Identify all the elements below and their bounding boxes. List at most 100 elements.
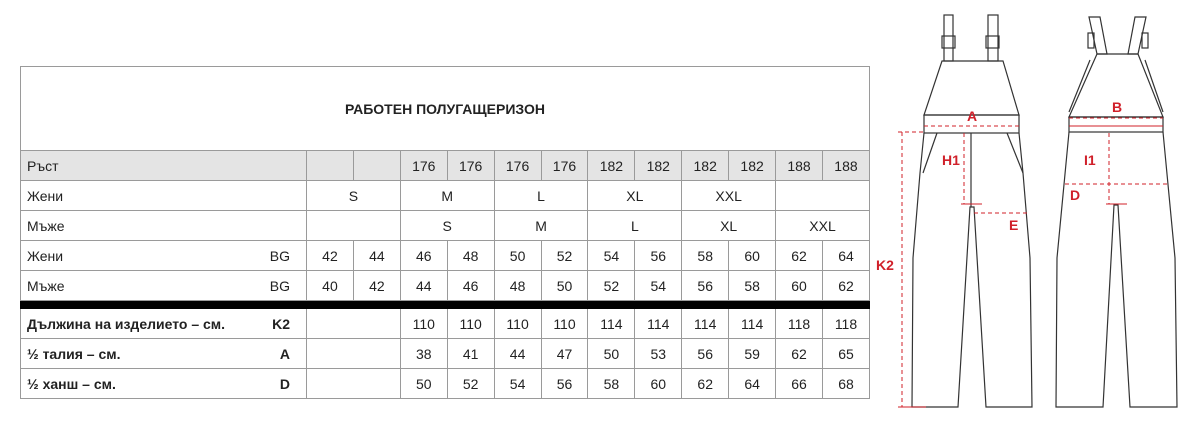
front-view [911, 14, 1033, 408]
table-cell: 56 [634, 240, 683, 271]
table-cell: 48 [446, 240, 495, 271]
table-cell: 53 [634, 338, 683, 369]
overalls-diagram: A H1 E K2 B I1 D [876, 14, 1178, 408]
table-cell: 56 [681, 338, 730, 369]
table-cell: 65 [821, 338, 871, 369]
table-cell: L [493, 180, 589, 211]
row-label: ½ ханш – см. D [20, 368, 307, 399]
row-label: Жени BG [20, 240, 307, 271]
table-row: Мъже BG 40 42 44 46 48 50 52 54 56 58 60 62 [20, 270, 871, 301]
table-cell: 40 [306, 270, 354, 301]
row-label-text: ½ ханш – см. [27, 375, 116, 392]
table-cell [399, 300, 448, 309]
table-cell [775, 300, 823, 309]
front-measurements [898, 125, 1027, 408]
table-row: ½ ханш – см. D 50 52 54 56 58 60 62 64 66 68 [20, 368, 871, 399]
row-label-text: Мъже [27, 277, 65, 294]
table-cell: 110 [493, 308, 542, 339]
row-label: Дължина на изделието – см. K2 [20, 308, 307, 339]
table-cell: 114 [728, 308, 777, 339]
table-cell: 59 [728, 338, 777, 369]
row-label: Жени [20, 180, 307, 211]
table-cell: XXL [681, 180, 777, 211]
table-cell: 44 [399, 270, 448, 301]
table-cell: 176 [399, 150, 448, 181]
table-cell: 114 [634, 308, 683, 339]
table-row: Дължина на изделието – см. K2 110 110 110 110… [20, 308, 871, 339]
table-cell: 47 [540, 338, 589, 369]
table-cell [775, 180, 870, 211]
table-cell [306, 338, 401, 369]
strap-left [943, 14, 954, 62]
table-cell: 50 [493, 240, 542, 271]
label-a: A [967, 108, 977, 124]
table-cell [728, 300, 777, 309]
table-cell: XL [681, 210, 777, 241]
table-cell: 62 [775, 338, 823, 369]
row-label: ½ талия – см. A [20, 338, 307, 369]
table-cell [306, 368, 401, 399]
table-cell: 176 [493, 150, 542, 181]
table-cell: 182 [681, 150, 730, 181]
label-h1: H1 [942, 152, 960, 168]
chart-title: РАБОТЕН ПОЛУГАЩЕРИЗОН [20, 66, 870, 151]
table-cell: 188 [775, 150, 823, 181]
row-label-text: ½ талия – см. [27, 345, 121, 362]
label-i1: I1 [1084, 152, 1096, 168]
row-code: BG [269, 278, 290, 294]
table-cell: 176 [446, 150, 495, 181]
table-row: ½ талия – см. A 38 41 44 47 50 53 56 59 62 65 [20, 338, 871, 369]
row-label-text: Жени [27, 247, 64, 264]
table-cell: 62 [681, 368, 730, 399]
table-cell: 38 [399, 338, 448, 369]
table-cell: 46 [446, 270, 495, 301]
table-cell: 64 [821, 240, 871, 271]
label-k2: K2 [876, 257, 894, 273]
label-d: D [1070, 187, 1080, 203]
table-cell: S [306, 180, 401, 211]
table-cell [493, 300, 542, 309]
table-cell: 52 [540, 240, 589, 271]
table-row: Мъже S M L XL XXL [20, 210, 870, 241]
table-cell [306, 210, 401, 241]
table-cell [352, 150, 401, 181]
table-cell [587, 300, 636, 309]
row-label-text: Мъже [27, 217, 65, 234]
table-cell: XXL [775, 210, 870, 241]
back-measurements [1065, 117, 1168, 205]
row-label: Мъже [20, 210, 307, 241]
buckle-right [985, 35, 1000, 49]
table-cell: 118 [821, 308, 871, 339]
table-row: Ръст 176 176 176 176 182 182 182 182 188 188 [20, 150, 871, 181]
table-cell: 110 [540, 308, 589, 339]
table-cell: 58 [587, 368, 636, 399]
table-cell: 46 [399, 240, 448, 271]
row-code: D [279, 376, 290, 392]
table-cell: 68 [821, 368, 871, 399]
table-cell: 188 [821, 150, 871, 181]
table-cell: 60 [775, 270, 823, 301]
table-cell: 42 [306, 240, 354, 271]
label-b: B [1112, 99, 1122, 115]
title-row: РАБОТЕН ПОЛУГАЩЕРИЗОН [20, 66, 870, 151]
size-chart-table: РАБОТЕН ПОЛУГАЩЕРИЗОН Ръст 176 176 176 176 18… [20, 66, 871, 399]
row-code: K2 [272, 316, 290, 332]
table-cell: 52 [446, 368, 495, 399]
table-row: Жени BG 42 44 46 48 50 52 54 56 58 60 62 64 [20, 240, 871, 271]
table-cell [446, 300, 495, 309]
table-cell: M [399, 180, 495, 211]
back-view [1055, 16, 1178, 408]
table-cell: M [493, 210, 589, 241]
table-cell: 110 [446, 308, 495, 339]
table-cell: 50 [399, 368, 448, 399]
row-label: Ръст [20, 150, 307, 181]
table-cell: 182 [728, 150, 777, 181]
table-cell: 56 [681, 270, 730, 301]
row-label-text: Ръст [27, 157, 59, 174]
row-code: BG [269, 248, 290, 264]
table-cell: 176 [540, 150, 589, 181]
separator-row [20, 300, 871, 309]
row-label: Мъже BG [20, 270, 307, 301]
table-cell: 182 [587, 150, 636, 181]
table-cell [306, 150, 354, 181]
